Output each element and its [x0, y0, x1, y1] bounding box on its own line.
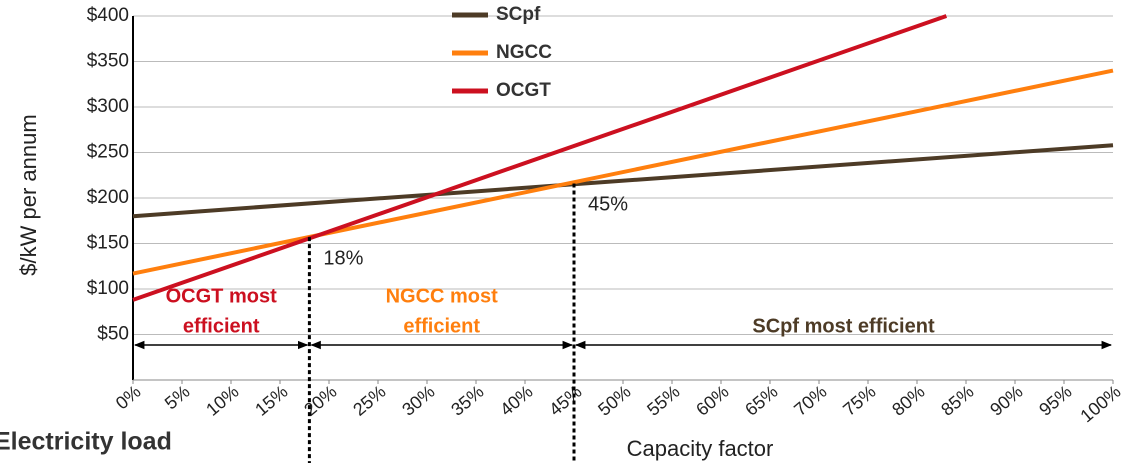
legend-label: NGCC [496, 42, 552, 63]
series-line [132, 68, 1114, 276]
legend-label: OCGT [496, 80, 551, 101]
x-tick-label: 45% [545, 381, 585, 419]
x-tick-label: 15% [251, 381, 291, 419]
crossover-label: 18% [323, 247, 363, 269]
series-line [132, 143, 1114, 219]
legend-label: SCpf [496, 4, 541, 25]
y-tick-label: $350 [87, 51, 129, 72]
x-tick-label: 5% [161, 381, 194, 413]
x-tick-label: 20% [300, 381, 340, 419]
y-tick-label: $300 [87, 96, 129, 117]
y-tick-label: $50 [97, 324, 129, 345]
region-label: efficient [403, 315, 480, 337]
x-tick-label: 55% [643, 381, 683, 419]
x-axis-label: Capacity factor [627, 436, 774, 461]
x-tick-label: 35% [447, 381, 487, 419]
y-tick-label: $200 [87, 187, 129, 208]
y-tick-label: $400 [87, 5, 129, 26]
region-label: efficient [183, 315, 260, 337]
x-tick-label: 95% [1035, 381, 1075, 419]
x-tick-label: 50% [594, 381, 634, 419]
x-tick-label: 70% [790, 381, 830, 419]
x-tick-label: 100% [1076, 381, 1124, 426]
y-tick-label: $100 [87, 278, 129, 299]
x-tick-label: 10% [202, 381, 242, 419]
y-tick-label: $250 [87, 142, 129, 163]
x-tick-label: 85% [937, 381, 977, 419]
x-tick-label: 90% [986, 381, 1026, 419]
x-tick-label: 0% [112, 381, 145, 413]
x-tick-label: 65% [741, 381, 781, 419]
x-tick-label: 30% [398, 381, 438, 419]
x-tick-label: 25% [349, 381, 389, 419]
footer-label: Electricity load [0, 428, 172, 456]
x-tick-label: 80% [888, 381, 928, 419]
crossover-label: 45% [588, 194, 628, 216]
region-label: NGCC most [386, 285, 499, 307]
region-label: OCGT most [166, 285, 277, 307]
y-tick-label: $150 [87, 233, 129, 254]
x-tick-label: 60% [692, 381, 732, 419]
x-tick-label: 40% [496, 381, 536, 419]
y-axis-label: $/kW per annum [16, 114, 41, 275]
series-line [132, 14, 948, 302]
x-tick-label: 75% [839, 381, 879, 419]
region-label: SCpf most efficient [752, 315, 935, 337]
